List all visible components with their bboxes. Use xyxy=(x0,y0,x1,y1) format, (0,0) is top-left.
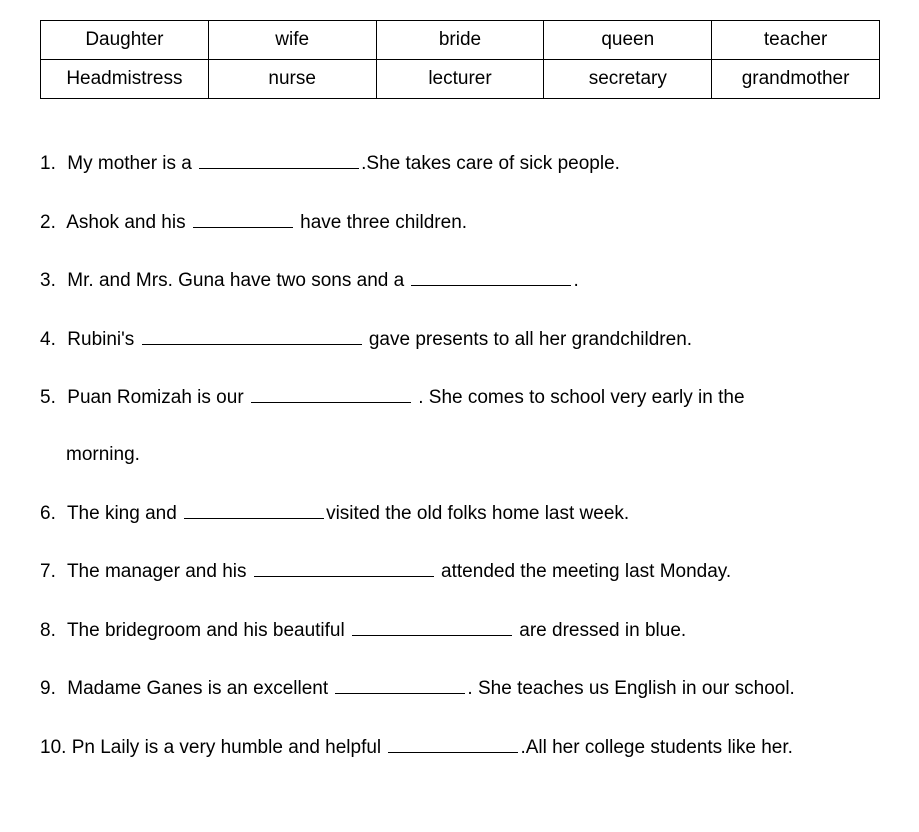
worksheet-page: DaughterwifebridequeenteacherHeadmistres… xyxy=(0,0,919,832)
word-bank-cell: grandmother xyxy=(712,60,880,99)
word-bank-body: DaughterwifebridequeenteacherHeadmistres… xyxy=(41,21,880,99)
question-text: Ashok and his xyxy=(66,212,191,233)
question-number: 5. xyxy=(40,385,62,412)
question-text: My mother is a xyxy=(67,153,197,174)
question-text: morning. xyxy=(66,444,140,465)
question-text: The manager and his xyxy=(67,561,252,582)
question-text: gave presents to all her grandchildren. xyxy=(364,329,692,350)
question-text: Mr. and Mrs. Guna have two sons and a xyxy=(67,270,409,291)
question-number: 2. xyxy=(40,210,62,237)
word-bank-cell: nurse xyxy=(208,60,376,99)
fill-blank[interactable] xyxy=(335,674,465,694)
fill-blank[interactable] xyxy=(251,383,411,403)
question-text: .She takes care of sick people. xyxy=(361,153,620,174)
question-text: Madame Ganes is an excellent xyxy=(67,678,333,699)
word-bank-cell: queen xyxy=(544,21,712,60)
question-number: 3. xyxy=(40,268,62,295)
question-text: .All her college students like her. xyxy=(520,737,793,758)
question-item: 9. Madame Ganes is an excellent . She te… xyxy=(40,674,879,703)
question-item: 10. Pn Laily is a very humble and helpfu… xyxy=(40,733,879,762)
word-bank-row: Headmistressnurselecturersecretarygrandm… xyxy=(41,60,880,99)
word-bank-row: Daughterwifebridequeenteacher xyxy=(41,21,880,60)
question-text: have three children. xyxy=(295,212,467,233)
question-text: . She teaches us English in our school. xyxy=(467,678,794,699)
word-bank-table: DaughterwifebridequeenteacherHeadmistres… xyxy=(40,20,880,99)
word-bank-cell: teacher xyxy=(712,21,880,60)
question-item: 6. The king and visited the old folks ho… xyxy=(40,499,879,528)
question-item: 2. Ashok and his have three children. xyxy=(40,208,879,237)
question-number: 1. xyxy=(40,151,62,178)
question-text: Pn Laily is a very humble and helpful xyxy=(72,737,387,758)
question-text: visited the old folks home last week. xyxy=(326,503,629,524)
question-number: 7. xyxy=(40,559,62,586)
fill-blank[interactable] xyxy=(199,149,359,169)
fill-blank[interactable] xyxy=(388,733,518,753)
question-number: 4. xyxy=(40,327,62,354)
question-item: 8. The bridegroom and his beautiful are … xyxy=(40,616,879,645)
question-item: 7. The manager and his attended the meet… xyxy=(40,557,879,586)
question-text: are dressed in blue. xyxy=(514,620,686,641)
question-text: Rubini's xyxy=(67,329,139,350)
fill-blank[interactable] xyxy=(184,499,324,519)
question-text: The bridegroom and his beautiful xyxy=(67,620,350,641)
question-item: 1. My mother is a .She takes care of sic… xyxy=(40,149,879,178)
word-bank-cell: Daughter xyxy=(41,21,209,60)
question-number: 8. xyxy=(40,618,62,645)
question-text: attended the meeting last Monday. xyxy=(436,561,731,582)
question-item: 4. Rubini's gave presents to all her gra… xyxy=(40,325,879,354)
fill-blank[interactable] xyxy=(254,557,434,577)
word-bank-cell: Headmistress xyxy=(41,60,209,99)
question-text: Puan Romizah is our xyxy=(67,387,249,408)
fill-blank[interactable] xyxy=(193,208,293,228)
word-bank-cell: lecturer xyxy=(376,60,544,99)
fill-blank[interactable] xyxy=(142,325,362,345)
question-text: . xyxy=(573,270,578,291)
word-bank-cell: wife xyxy=(208,21,376,60)
question-item: 5. Puan Romizah is our . She comes to sc… xyxy=(40,383,879,468)
fill-blank[interactable] xyxy=(352,616,512,636)
question-item: 3. Mr. and Mrs. Guna have two sons and a… xyxy=(40,266,879,295)
question-number: 10. xyxy=(40,735,66,762)
question-text: The king and xyxy=(67,503,182,524)
question-number: 6. xyxy=(40,501,62,528)
word-bank-cell: secretary xyxy=(544,60,712,99)
question-list: 1. My mother is a .She takes care of sic… xyxy=(40,149,879,762)
question-number: 9. xyxy=(40,676,62,703)
word-bank-cell: bride xyxy=(376,21,544,60)
fill-blank[interactable] xyxy=(411,266,571,286)
question-text: . She comes to school very early in the xyxy=(413,387,745,408)
